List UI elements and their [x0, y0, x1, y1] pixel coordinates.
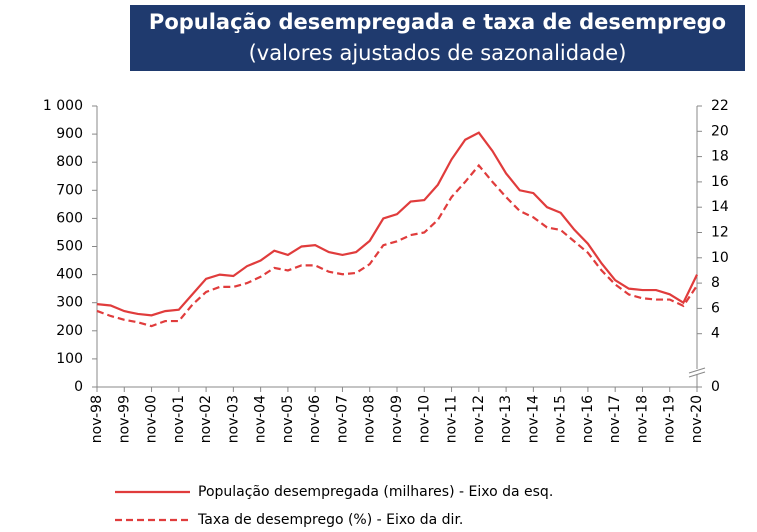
- chart-title: População desempregada e taxa de desempr…: [148, 10, 727, 34]
- axis-break-gap: [689, 369, 705, 375]
- x-tick-label: nov-20: [689, 395, 705, 443]
- y-tick-label: 800: [56, 154, 83, 170]
- line-series: [96, 163, 698, 328]
- x-tick-label: nov-00: [144, 395, 160, 443]
- x-tick-label: nov-07: [334, 395, 350, 443]
- y-tick-label: 1 000: [43, 98, 83, 114]
- x-tick-label: nov-14: [525, 395, 541, 443]
- y2-tick-label: 18: [711, 149, 729, 165]
- x-tick-label: nov-06: [307, 395, 323, 443]
- y-tick-label: 300: [56, 295, 83, 311]
- x-tick-label: nov-17: [607, 395, 623, 443]
- y2-tick-label: 12: [711, 225, 729, 241]
- y-tick-label: 900: [56, 126, 83, 142]
- axis-break: [688, 371, 706, 378]
- x-tick-label: nov-10: [416, 395, 432, 443]
- y-tick-label: 600: [56, 210, 83, 226]
- y2-tick-label: 16: [711, 174, 729, 190]
- y-tick-label: 500: [56, 239, 83, 255]
- line-series: [96, 131, 698, 317]
- x-tick-label: nov-08: [362, 395, 378, 443]
- x-tick-label: nov-15: [553, 395, 569, 443]
- x-tick-label: nov-11: [444, 395, 460, 443]
- y2-tick-label: 20: [711, 123, 729, 139]
- legend-label: Taxa de desemprego (%) - Eixo da dir.: [197, 512, 463, 528]
- y2-tick-label: 4: [711, 326, 720, 342]
- y-tick-label: 0: [74, 379, 83, 395]
- x-tick-label: nov-18: [634, 395, 650, 443]
- x-tick-label: nov-98: [89, 395, 105, 443]
- x-tick-label: nov-12: [471, 395, 487, 443]
- y2-tick-label: 8: [711, 275, 720, 291]
- x-tick-label: nov-16: [580, 395, 596, 443]
- legend-label: População desempregada (milhares) - Eixo…: [198, 484, 553, 500]
- y2-tick-label: 10: [711, 250, 729, 266]
- y-tick-label: 400: [56, 267, 83, 283]
- y2-tick-label: 6: [711, 300, 720, 316]
- y2-tick-label: 22: [711, 98, 729, 114]
- title-box: População desempregada e taxa de desempr…: [130, 5, 745, 71]
- chart-subtitle: (valores ajustados de sazonalidade): [248, 41, 627, 65]
- x-tick-label: nov-01: [171, 395, 187, 443]
- y-tick-label: 700: [56, 182, 83, 198]
- x-tick-label: nov-03: [225, 395, 241, 443]
- x-tick-label: nov-99: [116, 395, 132, 443]
- x-tick-label: nov-13: [498, 395, 514, 443]
- y-tick-label: 100: [56, 351, 83, 367]
- x-tick-label: nov-19: [662, 395, 678, 443]
- axis-break: [688, 367, 706, 374]
- y-tick-label: 200: [56, 323, 83, 339]
- y2-tick-label: 0: [711, 379, 720, 395]
- x-tick-label: nov-09: [389, 395, 405, 443]
- x-tick-label: nov-02: [198, 395, 214, 443]
- x-tick-label: nov-04: [253, 395, 269, 443]
- x-tick-label: nov-05: [280, 395, 296, 443]
- y2-tick-label: 14: [711, 199, 729, 215]
